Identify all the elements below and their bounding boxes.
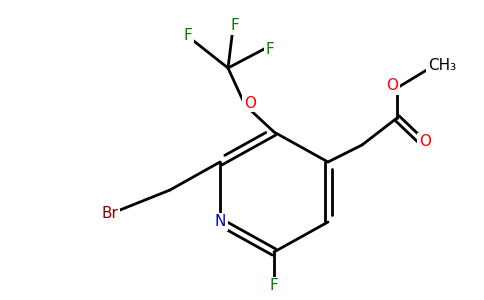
Text: Br: Br — [102, 206, 119, 221]
Text: F: F — [183, 28, 192, 44]
Text: F: F — [270, 278, 278, 293]
Text: F: F — [230, 19, 240, 34]
Text: CH₃: CH₃ — [428, 58, 456, 74]
Text: O: O — [386, 79, 398, 94]
Text: N: N — [214, 214, 226, 230]
Text: O: O — [419, 134, 431, 149]
Text: F: F — [266, 43, 274, 58]
Text: O: O — [244, 95, 256, 110]
